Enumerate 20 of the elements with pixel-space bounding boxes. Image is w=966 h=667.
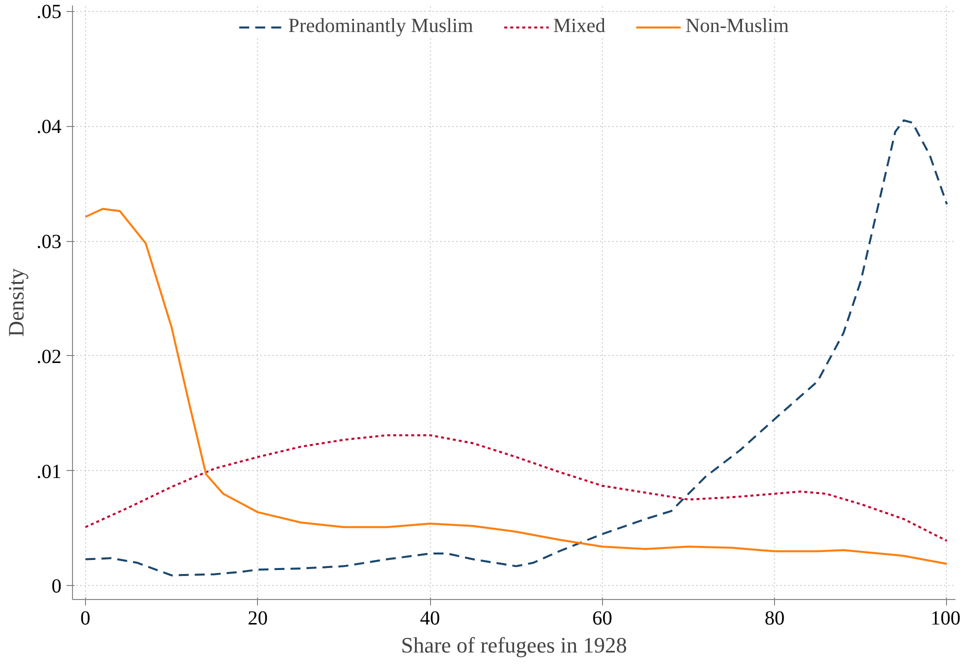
- y-tick-label: 0: [52, 576, 62, 598]
- line-series: [84, 434, 948, 542]
- x-tick-label: 100: [930, 608, 960, 630]
- y-tick-label: .04: [36, 116, 62, 138]
- y-tick-label: .02: [36, 346, 62, 368]
- x-tick-label: 20: [248, 608, 268, 630]
- x-tick-label: 40: [420, 608, 440, 630]
- y-tick-label: .05: [36, 1, 62, 24]
- x-axis-title: Share of refugees in 1928: [400, 632, 628, 658]
- y-tick-label: .01: [36, 460, 62, 483]
- y-axis-title: Density: [4, 268, 28, 337]
- line-series: [84, 119, 948, 576]
- x-tick-label: 0: [80, 608, 90, 630]
- legend-label: Mixed: [553, 15, 606, 38]
- legend-label: Predominantly Muslim: [288, 15, 474, 38]
- y-tick-label: .03: [36, 231, 62, 254]
- legend-label: Non-Muslim: [685, 15, 789, 38]
- line-series: [84, 208, 948, 565]
- x-tick-label: 80: [764, 608, 785, 630]
- x-tick-label: 60: [592, 608, 612, 630]
